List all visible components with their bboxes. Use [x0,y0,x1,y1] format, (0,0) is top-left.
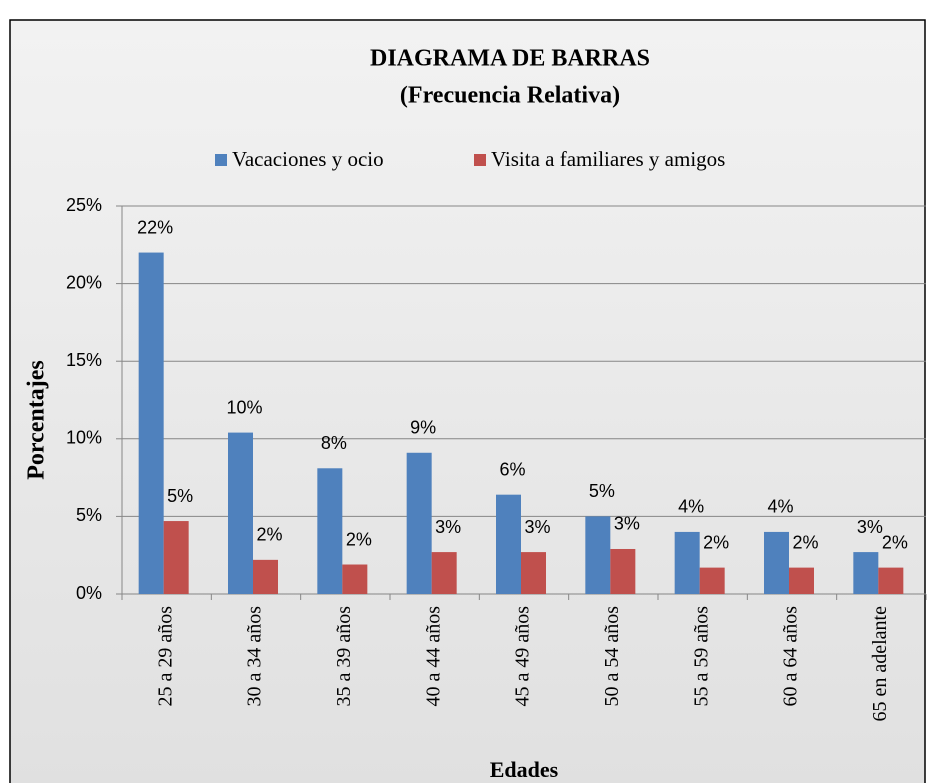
data-label: 2% [256,525,282,545]
data-label: 5% [589,481,615,501]
bar [253,559,278,594]
data-label: 3% [435,517,461,537]
bar [138,252,164,594]
bar [228,432,253,594]
y-tick-label: 5% [76,505,102,525]
y-axis-label: Porcentajes [24,360,50,480]
data-label: 4% [767,497,793,517]
bar [406,452,432,594]
y-tick-label: 20% [66,272,102,292]
bar [521,552,546,594]
data-label: 8% [321,433,347,453]
legend-swatch [215,154,227,166]
data-label: 10% [226,397,262,417]
x-tick-label: 35 a 39 años [333,606,355,707]
bar [342,564,368,594]
y-tick-label: 15% [66,350,102,370]
bar [878,567,904,594]
x-tick-label: 65 en adelante [869,606,891,722]
data-label: 2% [703,532,729,552]
chart-title: DIAGRAMA DE BARRAS [370,46,650,72]
x-tick-label: 60 a 64 años [780,606,802,707]
data-label: 3% [857,517,883,537]
x-axis-label: Edades [490,757,559,782]
legend-swatch [474,154,486,166]
data-label: 5% [167,486,193,506]
x-tick-label: 40 a 44 años [422,606,444,707]
chart-subtitle: (Frecuencia Relativa) [400,83,620,109]
y-tick-label: 10% [66,428,102,448]
data-label: 2% [792,532,818,552]
y-tick-label: 0% [76,583,102,603]
data-label: 4% [678,497,704,517]
bar [163,521,189,594]
bar [789,567,814,594]
bar [317,468,343,594]
x-tick-label: 50 a 54 años [601,606,623,707]
bar [699,567,725,594]
bar [610,548,636,594]
data-label: 3% [614,514,640,534]
legend-label: Visita a familiares y amigos [491,147,725,171]
bar [764,531,789,594]
x-tick-label: 55 a 59 años [690,606,712,707]
x-tick-label: 25 a 29 años [154,606,176,707]
bar [585,516,611,594]
y-tick-label: 25% [66,195,102,215]
bar [431,552,457,594]
data-label: 6% [499,459,525,479]
data-label: 22% [137,217,173,237]
data-label: 3% [524,517,550,537]
bar [674,531,700,594]
x-tick-label: 30 a 34 años [244,606,266,707]
bar [496,494,521,594]
data-label: 9% [410,418,436,438]
bar [853,552,879,594]
x-tick-label: 45 a 49 años [512,606,534,707]
data-label: 2% [882,532,908,552]
data-label: 2% [346,529,372,549]
legend-label: Vacaciones y ocio [232,147,384,171]
